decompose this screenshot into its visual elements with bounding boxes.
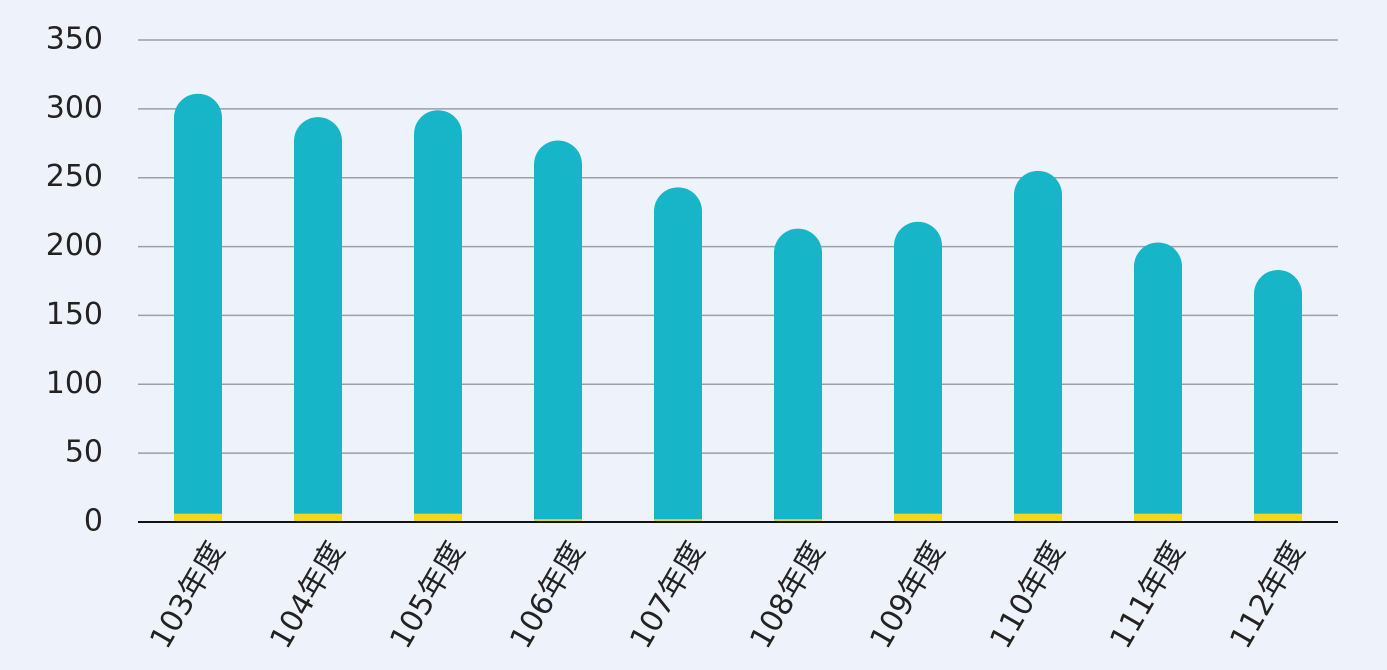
bar-segment <box>774 228 822 520</box>
bar-segment <box>174 513 222 522</box>
x-tick-label: 104年度 <box>263 536 352 655</box>
x-tick-label: 109年度 <box>863 536 952 655</box>
x-tick-label: 108年度 <box>743 536 832 655</box>
bar-segment <box>294 117 342 514</box>
bar-segment <box>414 110 462 514</box>
x-tick-label: 103年度 <box>143 536 232 655</box>
bar-segment <box>1254 269 1302 514</box>
bar-segment <box>654 187 702 520</box>
bar-segment <box>1254 513 1302 522</box>
bar-segment <box>414 513 462 522</box>
y-tick-label: 100 <box>46 366 103 401</box>
bar-segment <box>894 221 942 514</box>
bar-segment <box>1134 513 1182 522</box>
bar-segment <box>1134 242 1182 514</box>
x-tick-label: 107年度 <box>623 536 712 655</box>
y-tick-label: 50 <box>65 435 103 470</box>
y-tick-label: 250 <box>46 159 103 194</box>
bar-segment <box>174 93 222 514</box>
bar-segment <box>534 519 582 522</box>
x-tick-label: 106年度 <box>503 536 592 655</box>
bar-segment <box>294 513 342 522</box>
bar-segment <box>1014 170 1062 514</box>
y-tick-label: 150 <box>46 297 103 332</box>
y-tick-label: 300 <box>46 90 103 125</box>
x-tick-label: 111年度 <box>1103 536 1192 655</box>
y-tick-label: 200 <box>46 228 103 263</box>
x-tick-label: 112年度 <box>1223 536 1312 655</box>
bar-segment <box>774 519 822 522</box>
bar-segment <box>654 519 702 522</box>
x-tick-label: 105年度 <box>383 536 472 655</box>
x-tick-label: 110年度 <box>983 536 1072 655</box>
bar-segment <box>1014 513 1062 522</box>
y-tick-label: 350 <box>46 22 103 57</box>
bar-segment <box>534 140 582 520</box>
y-tick-label: 0 <box>84 504 103 539</box>
bar-segment <box>894 513 942 522</box>
